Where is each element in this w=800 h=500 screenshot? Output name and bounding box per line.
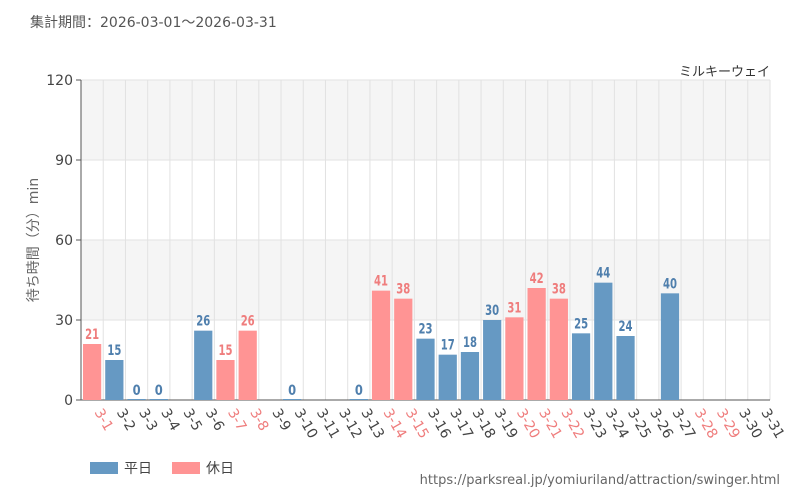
legend-swatch-holiday <box>172 462 200 474</box>
value-label-3-22: 38 <box>552 282 566 298</box>
bar-3-25 <box>616 336 635 400</box>
bar-3-27 <box>660 293 680 400</box>
value-label-3-27: 40 <box>663 276 677 292</box>
background-band <box>81 80 770 160</box>
bars <box>83 282 680 400</box>
bar-3-3 <box>127 399 146 400</box>
value-label-3-1: 21 <box>85 327 99 343</box>
value-label-3-21: 42 <box>530 271 544 287</box>
y-tick-label: 90 <box>55 153 73 169</box>
bar-3-17 <box>438 354 457 400</box>
bar-3-14 <box>371 290 391 400</box>
value-label-3-7: 15 <box>218 343 232 359</box>
x-tick-label-3-2: 3-2 <box>113 406 138 434</box>
bar-3-22 <box>549 298 568 400</box>
x-tick-label-3-7: 3-7 <box>224 406 249 434</box>
value-label-3-14: 41 <box>374 274 388 290</box>
x-tick-label-3-3: 3-3 <box>135 406 160 434</box>
value-label-3-2: 15 <box>107 343 121 359</box>
x-tick-labels: 3-13-23-33-43-53-63-73-83-93-103-113-123… <box>91 406 788 442</box>
value-label-3-19: 30 <box>485 303 499 319</box>
x-tick-label-3-1: 3-1 <box>91 406 116 434</box>
value-label-3-3: 0 <box>133 383 141 399</box>
bar-3-15 <box>394 298 413 400</box>
value-label-3-24: 44 <box>596 266 610 282</box>
value-label-3-18: 18 <box>463 335 477 351</box>
legend-swatch-weekday <box>90 462 118 474</box>
legend-item-holiday: 休日 <box>172 458 234 478</box>
value-label-3-17: 17 <box>441 338 455 354</box>
x-tick-label-3-5: 3-5 <box>180 406 205 434</box>
bar-3-19 <box>483 320 502 400</box>
y-tick-label: 30 <box>55 313 73 329</box>
value-label-3-15: 38 <box>396 282 410 298</box>
value-label-3-4: 0 <box>155 383 163 399</box>
bar-3-23 <box>571 333 591 400</box>
bar-3-2 <box>105 360 124 400</box>
value-label-3-13: 0 <box>355 383 363 399</box>
period-label: 集計期間：2026-03-01～2026-03-31 <box>30 15 277 31</box>
x-tick-label-3-8: 3-8 <box>246 406 271 434</box>
background-bands <box>81 80 770 320</box>
legend: 平日 休日 <box>90 458 248 478</box>
y-tick-labels: 0 30 60 90 120 <box>46 73 73 409</box>
legend-item-weekday: 平日 <box>90 458 152 478</box>
bar-3-7 <box>216 360 235 400</box>
background-band <box>81 240 770 320</box>
value-label-3-8: 26 <box>241 314 255 330</box>
bar-3-21 <box>527 288 546 400</box>
x-tick-label-3-6: 3-6 <box>202 406 227 434</box>
bar-3-10 <box>283 399 302 400</box>
bar-3-18 <box>460 352 480 400</box>
bar-3-24 <box>594 282 613 400</box>
bar-3-8 <box>238 330 257 400</box>
x-tick-label-3-4: 3-4 <box>157 406 182 434</box>
bar-3-6 <box>194 330 213 400</box>
value-label-3-25: 24 <box>619 319 633 335</box>
bar-3-13 <box>349 399 368 400</box>
value-label-3-16: 23 <box>419 322 433 338</box>
y-tick-label: 0 <box>64 393 73 409</box>
y-tick-label: 120 <box>46 73 73 89</box>
y-tick-label: 60 <box>55 233 73 249</box>
value-label-3-23: 25 <box>574 316 588 332</box>
bar-3-20 <box>505 317 524 400</box>
value-label-3-6: 26 <box>196 314 210 330</box>
value-label-3-10: 0 <box>288 383 296 399</box>
y-axis-title: 待ち時間（分）min <box>26 178 42 302</box>
x-tick-label-3-31: 3-31 <box>757 406 787 442</box>
chart-title: ミルキーウェイ <box>679 65 770 80</box>
legend-label-weekday: 平日 <box>124 461 152 477</box>
x-tick-label-3-9: 3-9 <box>268 406 293 434</box>
legend-label-holiday: 休日 <box>206 461 234 477</box>
bar-3-1 <box>83 344 102 400</box>
bar-3-16 <box>416 338 435 400</box>
source-url[interactable]: https://parksreal.jp/yomiuriland/attract… <box>419 473 780 488</box>
value-label-3-20: 31 <box>507 300 521 316</box>
bar-3-4 <box>149 399 168 400</box>
